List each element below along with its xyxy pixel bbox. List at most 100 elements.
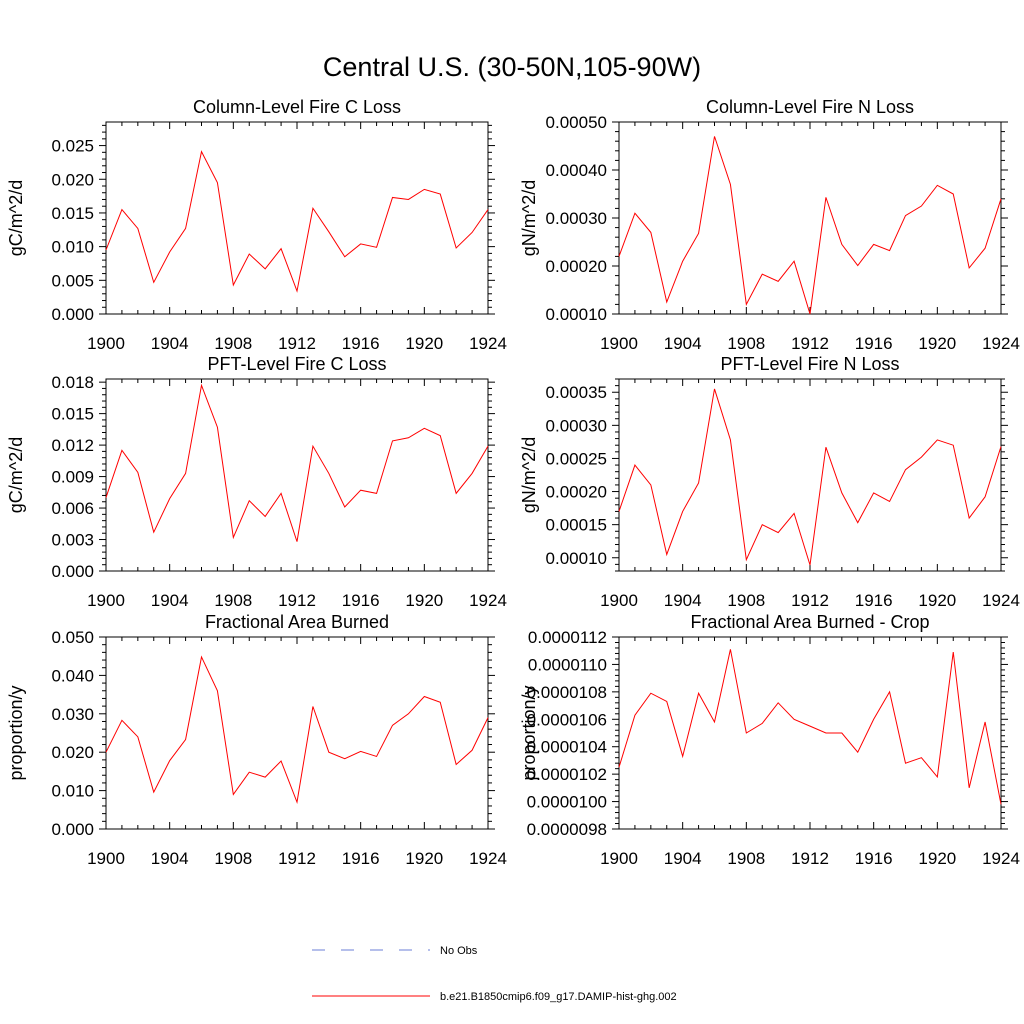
plot-frame [618, 378, 1002, 572]
legend: No Obs b.e21.B1850cmip6.f09_g17.DAMIP-hi… [312, 945, 677, 1003]
x-tick-label: 1916 [855, 849, 893, 868]
x-tick-label: 1904 [151, 849, 189, 868]
chart-panel-6: 1900 1904 1908 1912 1916 1920 1924 0.0000098 0.0… [519, 612, 1020, 868]
y-tick-label: 0.040 [51, 666, 94, 685]
y-tick-label: 0.000 [51, 305, 94, 324]
y-tick-label: 0.00020 [546, 257, 607, 276]
panel-title: Fractional Area Burned [205, 612, 389, 632]
x-tick-label: 1916 [342, 849, 380, 868]
series-line [618, 136, 1002, 315]
y-tick-label: 0.010 [51, 782, 94, 801]
series-line [618, 388, 1002, 566]
y-tick-label: 0.00010 [546, 549, 607, 568]
y-tick-label: 0.00015 [546, 516, 607, 535]
x-tick-label: 1904 [664, 334, 702, 353]
y-tick-label: 0.015 [51, 204, 94, 223]
y-tick-label: 0.0000098 [527, 820, 607, 839]
y-tick-label: 0.00010 [546, 305, 607, 324]
panel-title: Fractional Area Burned - Crop [690, 612, 929, 632]
x-tick-label: 1924 [469, 849, 507, 868]
x-tick-label: 1900 [87, 334, 125, 353]
x-tick-label: 1900 [87, 849, 125, 868]
x-tick-label: 1912 [791, 334, 829, 353]
panel-title: PFT-Level Fire C Loss [207, 354, 386, 374]
x-tick-label: 1904 [664, 849, 702, 868]
x-tick-label: 1920 [918, 334, 956, 353]
x-tick-label: 1920 [405, 334, 443, 353]
y-tick-label: 0.0000108 [527, 683, 607, 702]
y-tick-label: 0.00030 [546, 209, 607, 228]
y-tick-label: 0.0000106 [527, 710, 607, 729]
y-tick-label: 0.025 [51, 137, 94, 156]
x-tick-label: 1900 [600, 591, 638, 610]
y-tick-label: 0.00040 [546, 161, 607, 180]
y-axis-label: gC/m^2/d [6, 437, 26, 513]
y-tick-label: 0.006 [51, 499, 94, 518]
y-tick-label: 0.003 [51, 531, 94, 550]
y-tick-label: 0.00025 [546, 449, 607, 468]
panel-title: Column-Level Fire N Loss [706, 97, 914, 117]
y-tick-label: 0.030 [51, 705, 94, 724]
x-tick-label: 1900 [87, 591, 125, 610]
y-tick-label: 0.00030 [546, 416, 607, 435]
y-axis-label: proportion/y [519, 685, 539, 780]
y-tick-label: 0.000 [51, 820, 94, 839]
x-tick-label: 1900 [600, 334, 638, 353]
y-tick-label: 0.015 [51, 405, 94, 424]
y-tick-label: 0.0000102 [527, 765, 607, 784]
y-tick-label: 0.018 [51, 373, 94, 392]
series-line [618, 649, 1002, 805]
x-tick-label: 1904 [151, 334, 189, 353]
plot-frame [618, 121, 1002, 315]
series-line [105, 383, 489, 542]
y-tick-label: 0.0000104 [527, 738, 607, 757]
figure-title: Central U.S. (30-50N,105-90W) [323, 52, 701, 82]
x-tick-label: 1912 [278, 849, 316, 868]
series-line [105, 150, 489, 293]
x-tick-label: 1912 [278, 591, 316, 610]
y-tick-label: 0.0000112 [528, 628, 607, 647]
y-axis-label: gC/m^2/d [6, 180, 26, 256]
x-tick-label: 1908 [214, 591, 252, 610]
x-tick-label: 1912 [278, 334, 316, 353]
chart-panel-5: 1900 1904 1908 1912 1916 1920 1924 0.000 0.010 0.… [6, 612, 507, 868]
y-tick-label: 0.020 [51, 170, 94, 189]
y-tick-label: 0.012 [51, 436, 94, 455]
panels: 1900 1904 1908 1912 1916 1920 1924 0.000 0.005 0.… [6, 97, 1020, 868]
chart-panel-4: 1900 1904 1908 1912 1916 1920 1924 0.00010 0.000… [519, 354, 1020, 610]
panel-title: PFT-Level Fire N Loss [720, 354, 899, 374]
y-tick-label: 0.000 [51, 562, 94, 581]
x-tick-label: 1912 [791, 591, 829, 610]
x-tick-label: 1908 [727, 849, 765, 868]
y-tick-label: 0.020 [51, 743, 94, 762]
chart-panel-3: 1900 1904 1908 1912 1916 1920 1924 0.000 0.003 0.… [6, 354, 507, 610]
y-tick-label: 0.005 [51, 271, 94, 290]
y-tick-label: 0.010 [51, 238, 94, 257]
chart-panel-2: 1900 1904 1908 1912 1916 1920 1924 0.00010 0.000… [519, 97, 1020, 353]
x-tick-label: 1924 [982, 849, 1020, 868]
x-tick-label: 1904 [664, 591, 702, 610]
x-tick-label: 1920 [405, 849, 443, 868]
y-tick-label: 0.0000100 [527, 793, 607, 812]
series-line [105, 655, 489, 805]
legend-label-no-obs: No Obs [440, 945, 478, 957]
x-tick-label: 1912 [791, 849, 829, 868]
y-tick-label: 0.009 [51, 468, 94, 487]
plot-frame [105, 121, 489, 315]
y-tick-label: 0.0000110 [528, 655, 607, 674]
x-tick-label: 1908 [727, 591, 765, 610]
y-tick-label: 0.00035 [546, 383, 607, 402]
x-tick-label: 1924 [469, 334, 507, 353]
x-tick-label: 1916 [855, 334, 893, 353]
x-tick-label: 1920 [918, 849, 956, 868]
x-tick-label: 1900 [600, 849, 638, 868]
x-tick-label: 1924 [982, 334, 1020, 353]
y-axis-label: gN/m^2/d [519, 180, 539, 256]
x-tick-label: 1924 [982, 591, 1020, 610]
x-tick-label: 1920 [405, 591, 443, 610]
legend-label-model: b.e21.B1850cmip6.f09_g17.DAMIP-hist-ghg.… [440, 991, 677, 1003]
y-tick-label: 0.00020 [546, 483, 607, 502]
panel-title: Column-Level Fire C Loss [193, 97, 401, 117]
plot-frame [105, 378, 489, 572]
